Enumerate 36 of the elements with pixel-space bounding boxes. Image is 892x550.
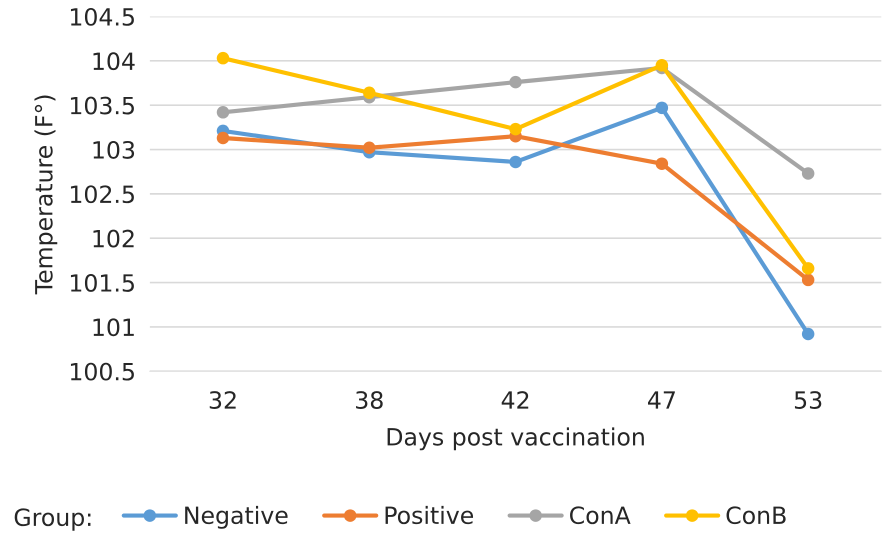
x-tick-label: 47	[648, 391, 675, 409]
y-axis-title: Temperature (F°)	[34, 95, 58, 294]
legend-label: Negative	[185, 506, 288, 529]
y-tick-label: 104	[93, 52, 135, 70]
point	[216, 52, 230, 64]
y-tick-label: 101	[93, 318, 134, 336]
x-tick-label: 32	[210, 391, 236, 409]
y-tick-label: 101.5	[70, 274, 134, 292]
legend-title: Group:	[14, 508, 90, 531]
point	[363, 142, 376, 154]
y-tick-label: 102	[93, 230, 134, 248]
y-tick-label: 100.5	[70, 362, 134, 381]
point	[363, 86, 376, 100]
point	[509, 76, 522, 88]
legend-label: Positive	[386, 506, 474, 524]
x-tick-label: 38	[356, 391, 383, 409]
y-tick-label: 103	[93, 140, 134, 159]
point	[802, 262, 814, 275]
legend-label: ConB	[726, 506, 786, 524]
y-tick-label: 103.5	[70, 96, 134, 114]
point	[656, 59, 668, 72]
point	[509, 122, 522, 136]
x-tick-label: 42	[502, 391, 528, 409]
point	[802, 328, 814, 340]
x-tick-label: 53	[794, 391, 822, 409]
y-tick-label: 102.5	[70, 185, 134, 204]
point	[216, 132, 230, 144]
legend-label: ConA	[570, 506, 631, 524]
point	[802, 274, 814, 286]
y-tick-label: 104.5	[70, 8, 134, 26]
point	[656, 157, 668, 170]
x-axis-title: Days post vaccination	[388, 427, 644, 450]
point	[802, 167, 814, 180]
point	[216, 106, 230, 119]
point	[509, 156, 522, 168]
point	[656, 102, 668, 114]
